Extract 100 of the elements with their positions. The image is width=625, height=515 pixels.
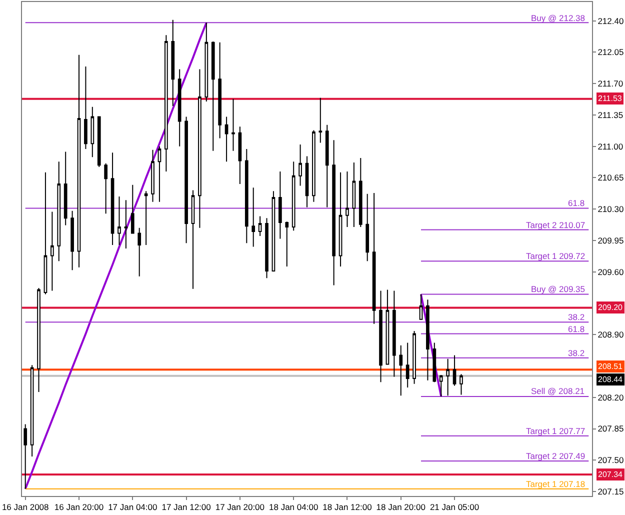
candlestick	[439, 374, 443, 397]
ref-line-label: 208.44	[598, 375, 624, 384]
candlestick	[325, 124, 329, 208]
x-tick-label: 17 Jan 12:00	[162, 502, 212, 512]
candlestick	[44, 172, 48, 295]
y-tick-label: 207.15	[598, 486, 624, 496]
series-label: 61.8	[568, 324, 585, 334]
x-tick-label: 16 Jan 2008	[2, 502, 50, 512]
candlestick	[232, 98, 235, 152]
series-label: Sell @ 208.21	[531, 386, 585, 396]
y-tick-label: 207.50	[598, 455, 624, 466]
candlestick	[372, 192, 376, 324]
candlestick	[386, 289, 390, 365]
series-label: Target 1 207.77	[526, 426, 586, 436]
y-tick-label: 210.65	[598, 172, 624, 183]
y-tick-label: 211.00	[598, 141, 624, 152]
candlestick	[272, 190, 276, 272]
candlestick	[446, 358, 450, 396]
candlestick	[298, 144, 302, 186]
candlestick	[412, 330, 416, 384]
ref-line-label: 207.34	[598, 470, 624, 479]
ref-line-label: 209.20	[598, 303, 624, 312]
candlestick	[265, 218, 268, 279]
candlestick	[278, 170, 282, 240]
y-tick-label: 209.95	[598, 235, 624, 246]
y-tick-label: 212.40	[598, 16, 624, 26]
candlestick	[358, 158, 362, 228]
candlestick	[191, 190, 195, 290]
candlestick	[346, 170, 349, 228]
y-tick-label: 208.20	[598, 392, 624, 402]
candlestick	[204, 22, 208, 102]
candlestick	[252, 187, 256, 248]
x-tick-label: 18 Jan 12:00	[322, 502, 372, 512]
y-tick-label: 210.30	[598, 204, 624, 214]
candlestick	[366, 193, 370, 262]
candlestick	[198, 68, 202, 228]
candlestick	[70, 210, 74, 271]
candlestick	[285, 221, 289, 267]
candlestick	[318, 97, 322, 144]
y-tick-label: 207.85	[598, 424, 624, 434]
candlestick	[124, 200, 128, 250]
candlestick	[57, 161, 61, 262]
candlestick	[110, 152, 114, 246]
series-label: 38.2	[568, 348, 585, 358]
candlestick	[104, 162, 108, 214]
candlestick	[118, 196, 121, 246]
candlestick	[144, 190, 148, 246]
series-label: Target 2 210.07	[526, 220, 586, 230]
candlestick	[218, 42, 222, 139]
candlestick	[84, 66, 88, 150]
candlestick	[158, 146, 162, 202]
candlestick	[97, 116, 101, 168]
y-tick-label: 211.35	[598, 110, 624, 120]
ref-line-label: 211.53	[598, 94, 622, 103]
candlestick	[77, 54, 81, 268]
candlestick	[399, 344, 403, 396]
series-label: 38.2	[568, 312, 585, 322]
candlestick	[305, 156, 309, 208]
candlestick	[184, 116, 188, 244]
candlestick	[406, 342, 410, 388]
x-tick-label: 18 Jan 20:00	[376, 502, 426, 512]
series-label: Target 1 209.72	[526, 251, 586, 261]
candlestick	[164, 34, 168, 172]
candlestick	[332, 140, 336, 286]
candlestick	[138, 227, 142, 277]
x-tick-label: 17 Jan 20:00	[215, 502, 265, 512]
candlestick	[211, 40, 215, 152]
candlestick	[244, 148, 248, 244]
candlestick	[426, 299, 430, 381]
candlestick	[292, 161, 296, 232]
candlestick	[151, 149, 154, 202]
series-label: Target 1 207.18	[526, 479, 586, 489]
y-tick-label: 211.70	[598, 78, 624, 89]
candlestick	[178, 68, 182, 147]
candlestick	[50, 211, 54, 292]
candlestick	[460, 374, 463, 396]
candlestick	[392, 290, 396, 378]
candlestick	[419, 294, 423, 320]
candlestick	[352, 162, 356, 228]
candlestick	[452, 354, 456, 386]
candlestick	[432, 342, 436, 383]
series-label: Buy @ 209.35	[531, 284, 586, 294]
candlestick	[224, 116, 228, 162]
candlestick	[30, 364, 34, 458]
x-tick-label: 18 Jan 04:00	[269, 502, 318, 512]
x-tick-label: 16 Jan 20:00	[54, 502, 104, 512]
candlestick	[379, 290, 382, 383]
y-tick-label: 208.90	[598, 330, 624, 340]
series-label: Target 2 207.49	[526, 451, 586, 461]
candlestick	[64, 151, 68, 226]
candlestick	[171, 19, 175, 106]
x-tick-label: 17 Jan 04:00	[108, 502, 158, 512]
line-series	[24, 22, 208, 490]
series-label: 61.8	[568, 198, 585, 208]
candlestick	[338, 172, 342, 267]
candlestick	[90, 106, 94, 158]
series-label: Buy @ 212.38	[531, 13, 586, 23]
candlestick	[238, 126, 242, 184]
y-tick-label: 209.60	[598, 266, 624, 277]
candlestick	[312, 130, 316, 202]
